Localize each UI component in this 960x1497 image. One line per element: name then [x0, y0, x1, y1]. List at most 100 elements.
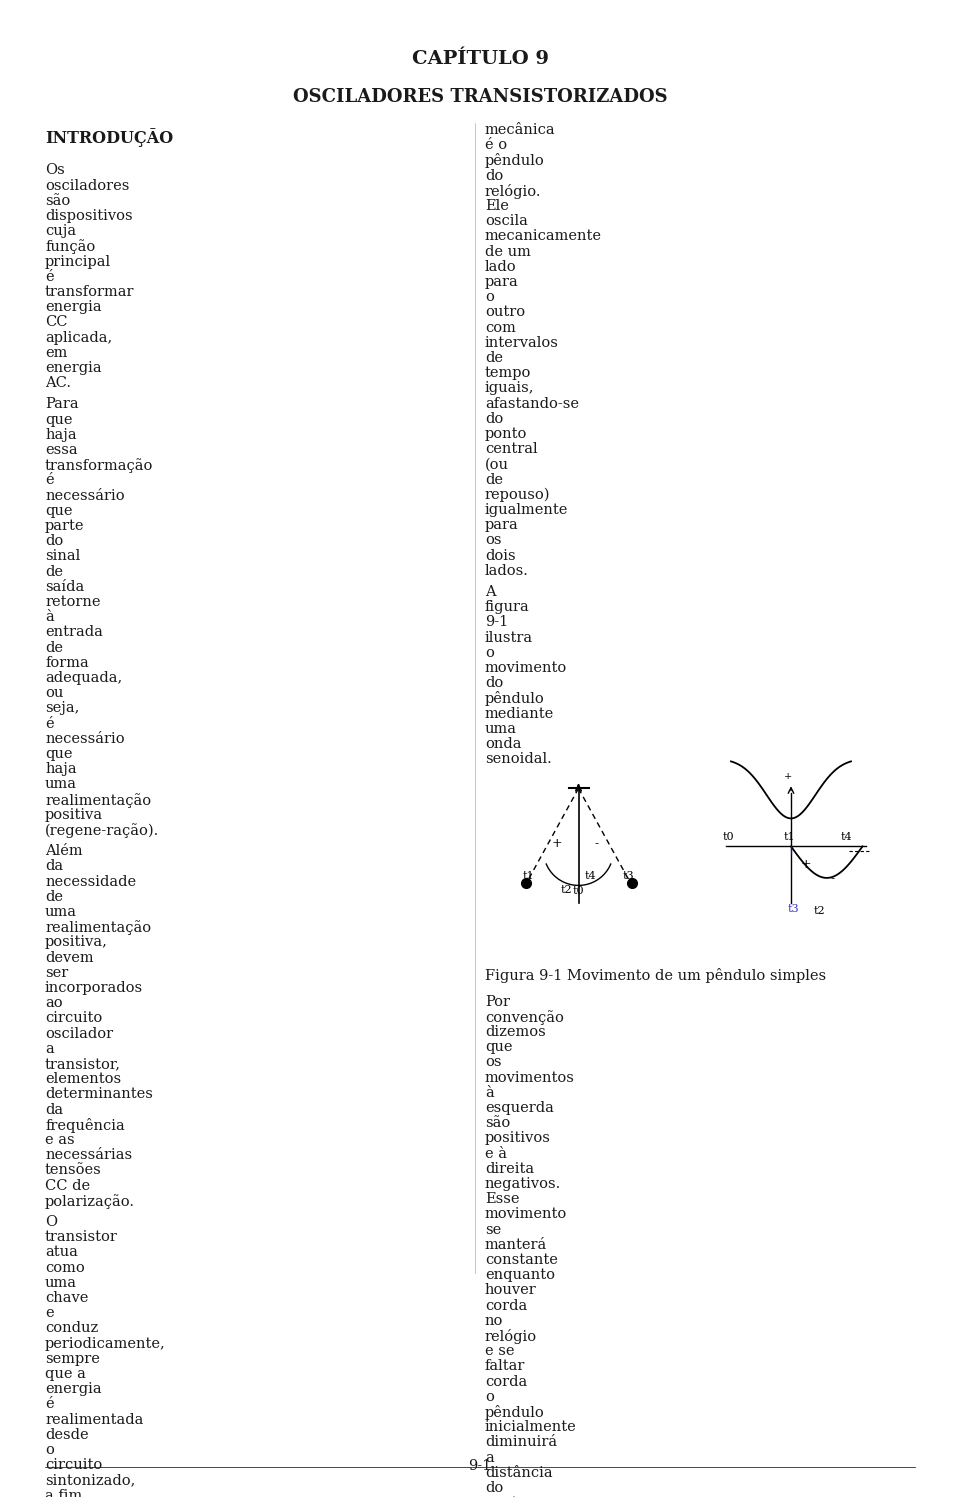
Text: onda: onda: [485, 737, 521, 751]
Text: determinantes: determinantes: [45, 1087, 153, 1102]
Text: para: para: [485, 518, 518, 533]
Text: transistor: transistor: [45, 1231, 118, 1244]
Text: transformar: transformar: [45, 284, 134, 299]
Text: que: que: [45, 504, 73, 518]
Text: elementos: elementos: [45, 1072, 121, 1087]
Text: uma: uma: [45, 906, 77, 919]
Text: movimento: movimento: [485, 662, 567, 675]
Text: outro: outro: [485, 305, 525, 319]
Text: à: à: [485, 1085, 493, 1100]
Text: como: como: [45, 1260, 84, 1274]
Text: para: para: [485, 275, 518, 289]
Text: uma: uma: [485, 722, 517, 737]
Text: negativos.: negativos.: [485, 1177, 562, 1192]
Text: os: os: [485, 1055, 501, 1069]
Text: -: -: [831, 871, 835, 885]
Text: que: que: [45, 413, 73, 427]
Text: constante: constante: [485, 1253, 558, 1266]
Text: 9-1: 9-1: [485, 615, 508, 629]
Text: é: é: [45, 269, 54, 284]
Text: repouso): repouso): [485, 488, 550, 501]
Text: movimento: movimento: [485, 1208, 567, 1222]
Text: do: do: [485, 677, 503, 690]
Text: dizemos: dizemos: [485, 1025, 545, 1039]
Text: 9-1: 9-1: [468, 1458, 492, 1473]
Text: ou: ou: [45, 686, 63, 701]
Text: energia: energia: [45, 301, 102, 314]
Text: necessidade: necessidade: [45, 874, 136, 889]
Text: lados.: lados.: [485, 564, 529, 578]
Text: oscilador: oscilador: [45, 1027, 113, 1040]
Text: os: os: [485, 533, 501, 548]
Text: o: o: [485, 1389, 493, 1404]
Text: é: é: [45, 473, 54, 488]
Text: igualmente: igualmente: [485, 503, 568, 516]
Text: do: do: [45, 534, 63, 548]
Text: energia: energia: [45, 361, 102, 376]
Text: forma: forma: [45, 656, 88, 669]
Text: são: são: [485, 1117, 511, 1130]
Text: pêndulo: pêndulo: [485, 692, 544, 707]
Text: sintonizado,: sintonizado,: [45, 1473, 135, 1488]
Text: periodicamente,: periodicamente,: [45, 1337, 166, 1350]
Text: de: de: [45, 641, 63, 654]
Text: t4: t4: [840, 832, 852, 843]
Text: relógio: relógio: [485, 1329, 538, 1344]
Text: cuja: cuja: [45, 225, 76, 238]
Text: chave: chave: [45, 1290, 88, 1305]
Text: t2: t2: [561, 885, 572, 895]
Text: dois: dois: [485, 548, 516, 563]
Text: aplicada,: aplicada,: [45, 331, 112, 344]
Text: inicialmente: inicialmente: [485, 1421, 577, 1434]
Text: e as: e as: [45, 1133, 75, 1147]
Text: desde: desde: [45, 1428, 88, 1442]
Text: mecanicamente: mecanicamente: [485, 229, 602, 244]
Text: pêndulo: pêndulo: [485, 1406, 544, 1421]
Text: circuito: circuito: [45, 1458, 103, 1472]
Text: positivos: positivos: [485, 1132, 551, 1145]
Text: iguais,: iguais,: [485, 382, 535, 395]
Text: de um: de um: [485, 244, 531, 259]
Text: à: à: [45, 611, 54, 624]
Text: que: que: [45, 747, 73, 760]
Text: A: A: [485, 585, 495, 599]
Text: são: são: [45, 193, 70, 208]
Text: que a: que a: [45, 1367, 85, 1382]
Text: direita: direita: [485, 1162, 534, 1175]
Text: polarização.: polarização.: [45, 1193, 135, 1208]
Text: no: no: [485, 1314, 503, 1328]
Text: -: -: [594, 837, 599, 850]
Text: circuito: circuito: [45, 1012, 103, 1025]
Text: do: do: [485, 412, 503, 425]
Text: movimentos: movimentos: [485, 1070, 575, 1085]
Text: principal: principal: [45, 254, 111, 268]
Text: o: o: [45, 1443, 54, 1457]
Text: a: a: [485, 1451, 493, 1464]
Text: manterá: manterá: [485, 1238, 547, 1251]
Text: parte: parte: [45, 519, 84, 533]
Text: t2: t2: [813, 906, 825, 916]
Text: essa: essa: [45, 443, 78, 457]
Text: uma: uma: [45, 777, 77, 792]
Text: distância: distância: [485, 1466, 553, 1481]
Text: o: o: [485, 645, 493, 660]
Text: CAPÍTULO 9: CAPÍTULO 9: [412, 49, 548, 67]
Text: função: função: [45, 240, 95, 254]
Text: +: +: [801, 858, 811, 871]
Text: mediante: mediante: [485, 707, 554, 720]
Text: ponto: ponto: [485, 427, 527, 442]
Text: necessárias: necessárias: [45, 1148, 132, 1162]
Text: uma: uma: [45, 1275, 77, 1290]
Text: do: do: [485, 1481, 503, 1496]
Text: esquerda: esquerda: [485, 1100, 554, 1115]
Text: a fim: a fim: [45, 1488, 83, 1497]
Text: com: com: [485, 320, 516, 335]
Text: O: O: [45, 1216, 58, 1229]
Text: pêndulo: pêndulo: [485, 153, 544, 168]
Text: senoidal.: senoidal.: [485, 751, 552, 766]
Text: intervalos: intervalos: [485, 335, 559, 350]
Text: diminuirá: diminuirá: [485, 1436, 557, 1449]
Text: CC de: CC de: [45, 1178, 90, 1193]
Text: necessário: necessário: [45, 488, 125, 503]
Text: Além: Além: [45, 844, 83, 858]
